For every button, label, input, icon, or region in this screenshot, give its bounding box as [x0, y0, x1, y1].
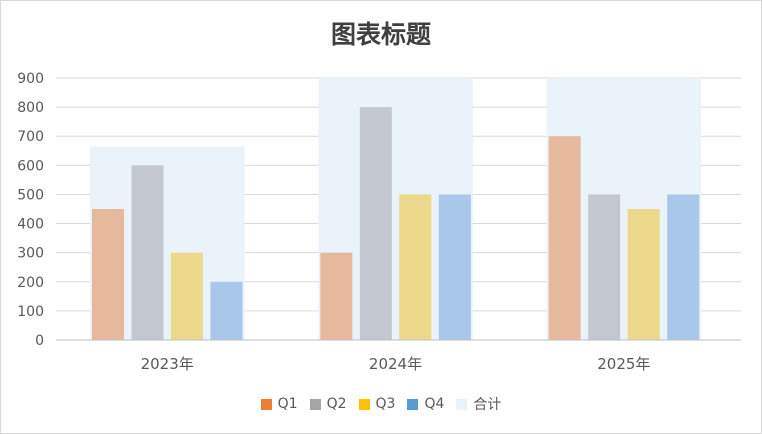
bar-q3: [399, 194, 432, 340]
y-tick-label: 400: [17, 217, 44, 233]
y-tick-label: 0: [35, 333, 44, 349]
bar-q3: [171, 252, 203, 340]
bar-q4: [667, 194, 700, 340]
bar-q1: [320, 252, 353, 340]
legend-swatch: [407, 398, 419, 410]
bar-q4: [438, 194, 471, 340]
y-tick-label: 900: [17, 71, 44, 87]
y-tick-label: 800: [17, 100, 44, 116]
legend-item: 合计: [456, 394, 501, 414]
x-category-label: 2024年: [369, 355, 422, 373]
legend-item: Q2: [309, 396, 347, 412]
legend: Q1 Q2 Q3 Q4 合计: [1, 394, 761, 414]
y-tick-label: 700: [17, 129, 44, 145]
bar-q3: [627, 209, 660, 340]
legend-label: Q1: [277, 396, 298, 412]
legend-label: Q2: [326, 396, 347, 412]
legend-item: Q3: [358, 396, 396, 412]
legend-swatch: [260, 398, 272, 410]
bar-q1: [92, 209, 124, 340]
y-tick-label: 500: [17, 187, 44, 203]
y-tick-label: 100: [17, 304, 44, 320]
y-tick-label: 600: [17, 158, 44, 174]
legend-item: Q4: [407, 396, 444, 412]
legend-item: Q1: [260, 396, 298, 412]
bar-q4: [210, 281, 243, 340]
bar-q1: [548, 136, 581, 340]
bar-q2: [588, 194, 621, 340]
bar-q2: [359, 107, 392, 340]
x-category-label: 2025年: [597, 355, 650, 373]
bar-q2: [131, 165, 164, 340]
legend-label: Q4: [424, 396, 445, 412]
legend-swatch: [358, 398, 370, 410]
chart-title: 图表标题: [330, 20, 431, 49]
legend-swatch: [456, 398, 468, 410]
x-category-label: 2023年: [141, 355, 194, 373]
y-tick-label: 300: [17, 246, 44, 262]
legend-label: Q3: [375, 396, 396, 412]
y-tick-label: 200: [17, 275, 44, 291]
legend-swatch: [309, 398, 321, 410]
legend-label: 合计: [473, 397, 502, 413]
